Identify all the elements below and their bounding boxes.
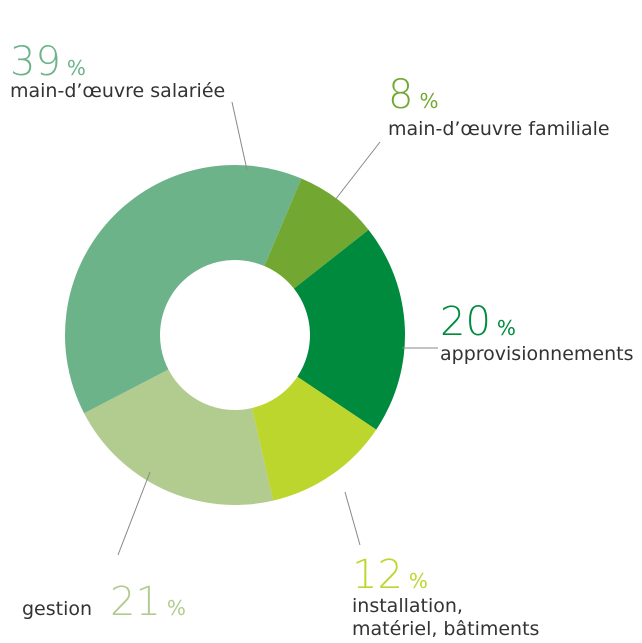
leader-line <box>231 101 248 171</box>
value-unit: % <box>67 56 86 80</box>
value-unit: % <box>409 569 428 593</box>
category-label: approvisionnements <box>440 343 633 365</box>
value-label: 12% <box>352 552 428 598</box>
value-number: 8 <box>388 72 413 118</box>
donut-segment <box>251 376 377 501</box>
donut-segment <box>264 178 369 289</box>
value-unit: % <box>497 316 516 340</box>
value-label: 21% <box>110 579 186 625</box>
value-unit: % <box>419 89 438 113</box>
leader-line <box>344 491 361 546</box>
value-number: 12 <box>352 552 403 598</box>
donut-segment <box>65 165 302 414</box>
leader-line <box>117 471 151 556</box>
donut-segment <box>84 369 274 505</box>
leader-line <box>334 141 381 201</box>
category-label: installation, <box>352 595 463 617</box>
value-label: 39% <box>10 39 86 85</box>
category-label: matériel, bâtiments <box>352 618 539 640</box>
category-label: main-d’œuvre familiale <box>388 118 610 140</box>
value-number: 39 <box>10 39 61 85</box>
value-number: 21 <box>110 579 161 625</box>
category-label: main-d’œuvre salariée <box>10 80 225 102</box>
value-label: 20% <box>440 299 516 345</box>
value-label: 8% <box>388 72 438 118</box>
category-label: gestion <box>22 598 92 620</box>
donut-segment <box>293 229 405 430</box>
value-number: 20 <box>440 299 491 345</box>
value-unit: % <box>167 596 186 620</box>
